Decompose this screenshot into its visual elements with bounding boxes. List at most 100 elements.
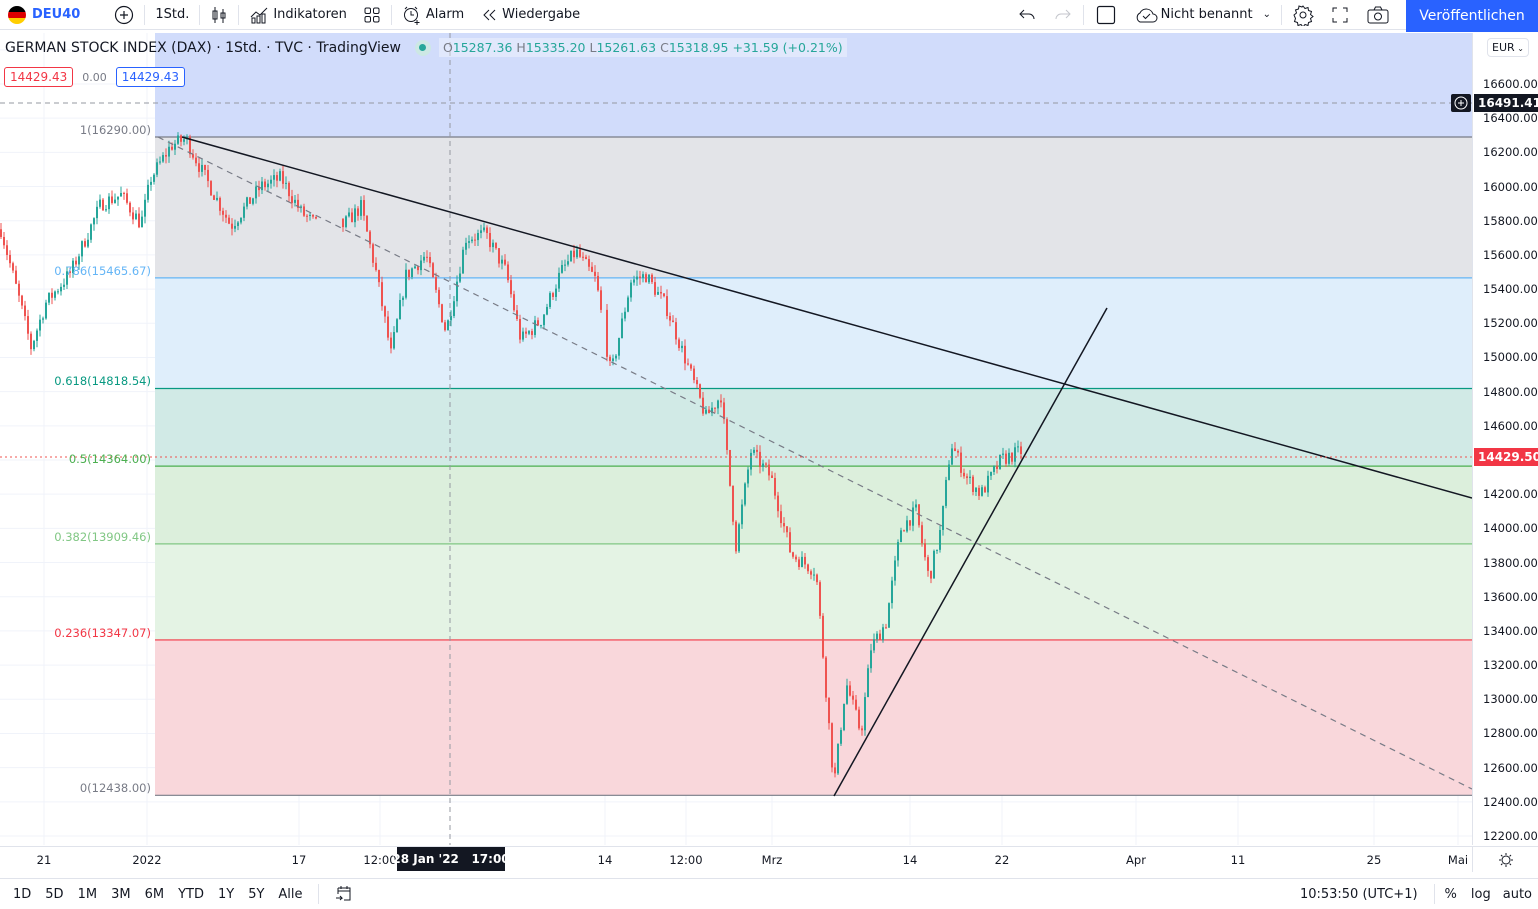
layout-button[interactable]	[1086, 0, 1126, 30]
percent-toggle[interactable]: %	[1444, 886, 1457, 902]
ohlc-values: O15287.36 H15335.20 L15261.63 C15318.95 …	[438, 38, 847, 57]
indicators-button[interactable]: Indikatoren	[241, 0, 355, 30]
settings-button[interactable]	[1284, 0, 1322, 30]
goto-date-button[interactable]	[327, 879, 361, 909]
range-button-3m[interactable]: 3M	[111, 886, 131, 902]
price-tick: 12400.00	[1483, 794, 1538, 809]
replay-icon	[483, 9, 496, 20]
price-tick: 16400.00	[1483, 111, 1538, 126]
chart-pane[interactable]: 1(16290.00) 0.786(15465.67) 0.618(14818.54…	[0, 33, 1472, 845]
time-tick: 14	[597, 853, 613, 867]
divider	[1082, 4, 1084, 25]
time-tick: Mai	[1447, 853, 1469, 867]
time-tick: 12:00	[363, 853, 397, 867]
time-tick: Mrz	[761, 853, 783, 867]
templates-button[interactable]	[355, 0, 389, 30]
cloud-saved-icon	[1136, 8, 1158, 22]
replay-label: Wiedergabe	[502, 7, 581, 22]
spread-value: 0.00	[82, 70, 107, 84]
fib-level-label: 0.786(15465.67)	[54, 263, 151, 278]
camera-icon	[1367, 6, 1389, 23]
layout-icon	[1096, 5, 1115, 24]
fullscreen-button[interactable]	[1322, 0, 1358, 30]
price-tick: 13400.00	[1483, 623, 1538, 638]
range-button-1m[interactable]: 1M	[77, 886, 98, 902]
range-button-1d[interactable]: 1D	[13, 886, 32, 902]
alarm-label: Alarm	[425, 7, 465, 22]
replay-button[interactable]: Wiedergabe	[472, 0, 588, 30]
undo-icon	[1018, 9, 1035, 19]
redo-button[interactable]	[1045, 0, 1081, 30]
auto-toggle[interactable]: auto	[1502, 886, 1532, 902]
descending-trendline	[181, 136, 1472, 499]
price-chart[interactable]	[0, 33, 1472, 845]
range-button-1y[interactable]: 1Y	[217, 886, 235, 902]
price-tick: 14000.00	[1483, 521, 1538, 536]
currency-select[interactable]: EUR ⌄	[1487, 38, 1529, 57]
layout-name: Nicht benannt	[1160, 7, 1253, 22]
buy-price-button[interactable]: 14429.43	[115, 67, 186, 87]
time-tick: Apr	[1126, 853, 1146, 867]
snapshot-button[interactable]	[1358, 0, 1398, 30]
add-symbol-icon	[115, 5, 134, 24]
chevron-down-icon: ⌄	[1514, 44, 1524, 53]
divider	[238, 4, 240, 25]
compare-symbol-button[interactable]	[106, 0, 142, 30]
add-alert-icon[interactable]	[1451, 94, 1471, 112]
symbol-search-button[interactable]: DEU40	[0, 0, 88, 30]
price-tick: 16000.00	[1483, 179, 1538, 194]
sell-price-button[interactable]: 14429.43	[4, 67, 74, 87]
range-button-5y[interactable]: 5Y	[248, 886, 265, 902]
divider	[199, 4, 201, 25]
settings-icon	[1293, 4, 1314, 26]
price-tick: 13000.00	[1483, 692, 1538, 707]
interval-label: 1Std.	[155, 7, 190, 22]
range-button-5d[interactable]: 5D	[45, 886, 64, 902]
divider	[1281, 4, 1282, 25]
price-tick: 15400.00	[1483, 282, 1538, 297]
price-tick: 15800.00	[1483, 213, 1538, 228]
price-axis[interactable]: 16600.00 16400.00 16200.00 16000.00 15800.00…	[1472, 33, 1538, 845]
divider	[1433, 884, 1435, 904]
price-tick: 15200.00	[1483, 316, 1538, 331]
time-tick: 11	[1230, 853, 1246, 867]
crosshair-price-label: 16491.41	[1474, 94, 1538, 112]
candles-icon	[212, 6, 226, 23]
symbol-label: DEU40	[32, 7, 81, 22]
price-tick: 14600.00	[1483, 418, 1538, 433]
chart-legend: GERMAN STOCK INDEX (DAX) · 1Std. · TVC ·…	[0, 38, 847, 57]
price-tick: 14200.00	[1483, 487, 1538, 502]
undo-button[interactable]	[1009, 0, 1045, 30]
clock[interactable]: 10:53:50 (UTC+1)	[1299, 886, 1418, 902]
bottom-toolbar: 1D 5D 1M 3M 6M YTD 1Y 5Y Alle 10:53:50 (UTC+1) %…	[0, 878, 1538, 909]
redo-icon	[1055, 9, 1071, 19]
fib-level-label: 1(16290.00)	[79, 122, 151, 137]
price-tick: 14800.00	[1483, 384, 1538, 399]
axis-settings-button[interactable]	[1472, 847, 1538, 872]
fib-level-label: 0(12438.00)	[79, 781, 151, 796]
fib-level-label: 0.618(14818.54)	[54, 374, 151, 389]
publish-button[interactable]: Veröffentlichen	[1406, 0, 1538, 32]
time-axis[interactable]: 21 2022 17 12:00 14 12:00 Mrz 14 22 Apr 11 25 Mai 28…	[0, 846, 1538, 872]
interval-button[interactable]: 1Std.	[147, 0, 197, 30]
templates-icon	[364, 7, 380, 22]
price-tick: 13200.00	[1483, 658, 1538, 673]
layout-name-button[interactable]: Nicht benannt ⌄	[1126, 0, 1279, 30]
range-button-6m[interactable]: 6M	[144, 886, 165, 902]
price-tick: 13600.00	[1483, 589, 1538, 604]
market-status-icon[interactable]	[414, 39, 431, 56]
log-toggle[interactable]: log	[1470, 886, 1491, 902]
flag-de-icon	[8, 5, 26, 24]
divider	[317, 884, 319, 904]
top-toolbar: DEU40 1Std. Indikatoren Alarm Wiedergabe…	[0, 0, 1538, 30]
time-tick: 14	[902, 853, 918, 867]
chart-type-button[interactable]	[202, 0, 236, 30]
range-button-ytd[interactable]: YTD	[178, 886, 204, 902]
series-title[interactable]: GERMAN STOCK INDEX (DAX) · 1Std. · TVC ·…	[5, 39, 401, 56]
divider	[390, 4, 392, 25]
time-tick: 21	[36, 853, 52, 867]
fib-level-label: 0.5(14364.00)	[68, 452, 151, 467]
alarm-button[interactable]: Alarm	[394, 0, 472, 30]
fib-level-label: 0.382(13909.46)	[54, 529, 151, 544]
range-button-alle[interactable]: Alle	[278, 886, 303, 902]
